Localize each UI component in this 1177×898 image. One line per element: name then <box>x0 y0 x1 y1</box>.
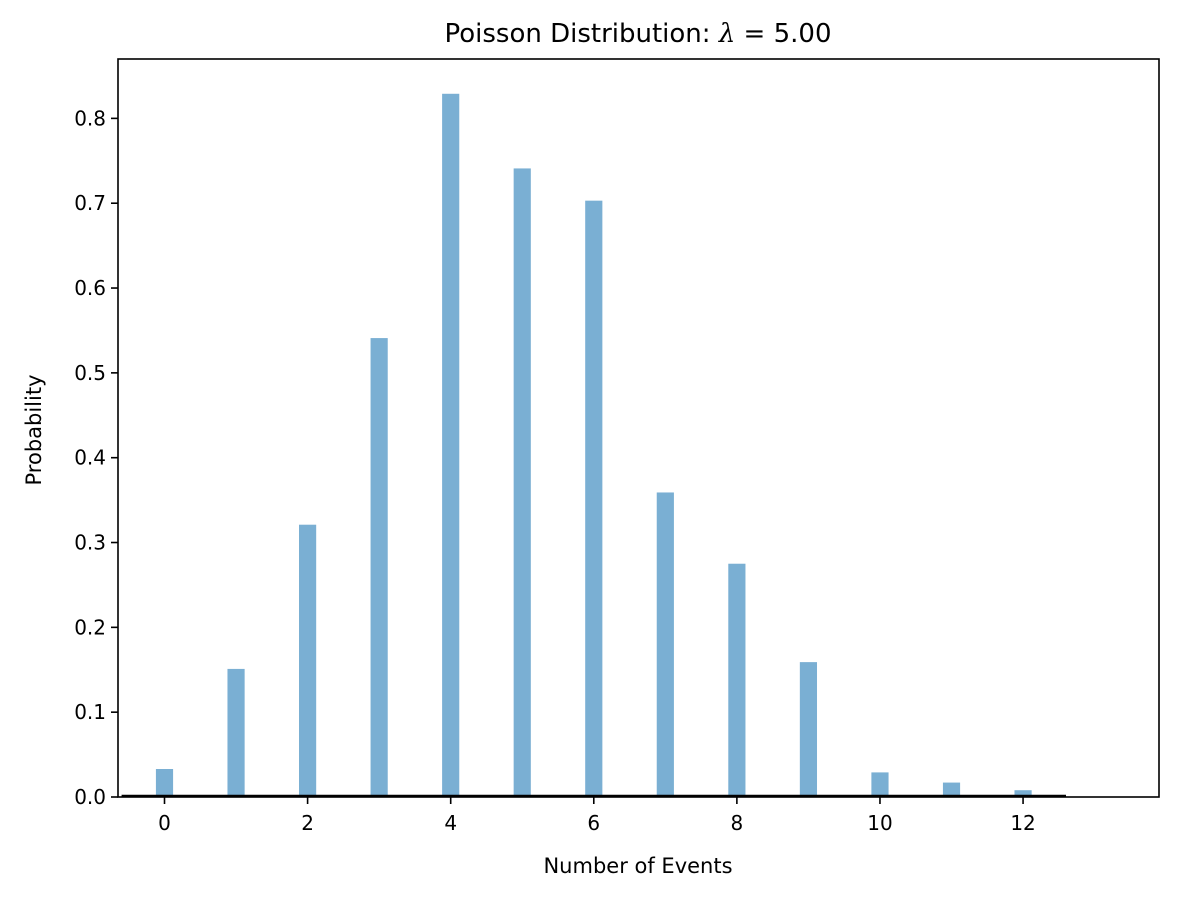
bar-2 <box>299 524 317 797</box>
y-tick-label: 0.7 <box>74 191 106 215</box>
y-tick-label: 0.8 <box>74 106 106 130</box>
y-axis: 0.0 0.1 0.2 0.3 0.4 0.5 0.6 0.7 0.8 <box>74 106 118 809</box>
bar-7 <box>656 492 674 797</box>
x-axis-label: Number of Events <box>543 854 732 878</box>
bar-4 <box>442 93 460 798</box>
bar-6 <box>585 200 603 798</box>
y-tick-label: 0.6 <box>74 276 106 300</box>
bar-11 <box>942 782 961 797</box>
x-tick-label: 6 <box>587 811 600 835</box>
bar-8 <box>728 563 746 797</box>
bar-9 <box>799 662 818 797</box>
x-tick-label: 2 <box>301 811 314 835</box>
chart-title: Poisson Distribution: λ = 5.00 <box>444 19 831 49</box>
y-tick-label: 0.4 <box>74 446 106 470</box>
lambda-symbol: λ <box>718 19 735 49</box>
bars-group <box>155 93 1032 798</box>
x-tick-label: 0 <box>158 811 171 835</box>
x-tick-label: 4 <box>444 811 457 835</box>
y-tick-label: 0.5 <box>74 361 106 385</box>
x-axis: 0 2 4 6 8 10 12 <box>158 797 1036 835</box>
y-tick-label: 0.3 <box>74 531 106 555</box>
bar-3 <box>370 338 388 797</box>
x-tick-label: 10 <box>867 811 892 835</box>
bar-10 <box>871 772 889 797</box>
y-tick-label: 0.0 <box>74 785 106 809</box>
y-tick-label: 0.1 <box>74 700 106 724</box>
bar-12 <box>1014 790 1032 797</box>
y-tick-label: 0.2 <box>74 615 106 639</box>
x-tick-label: 12 <box>1010 811 1035 835</box>
x-tick-label: 8 <box>731 811 744 835</box>
plot-frame <box>117 58 1160 798</box>
bar-5 <box>513 168 531 797</box>
y-axis-label: Probability <box>22 374 46 485</box>
bar-1 <box>227 668 245 797</box>
bar-0 <box>155 769 174 797</box>
